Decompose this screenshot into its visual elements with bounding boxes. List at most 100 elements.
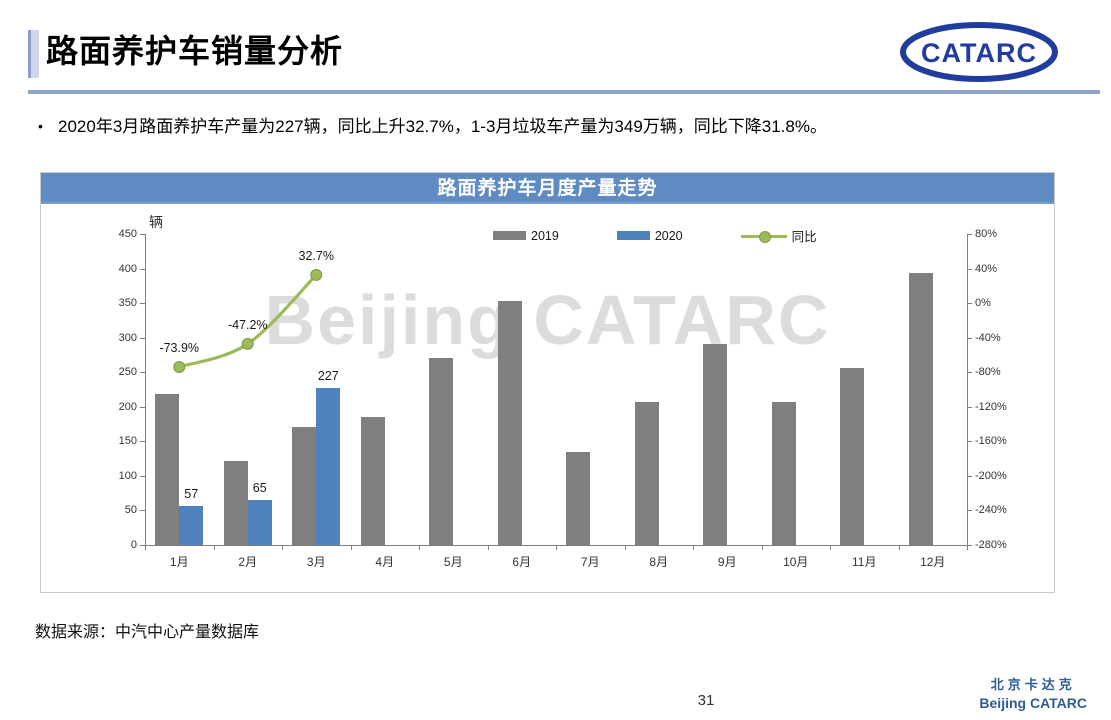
- bar-2019-12月: [908, 273, 933, 545]
- y-axis-label-left: 200: [118, 400, 137, 413]
- y-axis-tick-left: [140, 303, 145, 305]
- y-axis-label-right: -280%: [975, 539, 1007, 551]
- y-axis-label-right: -40%: [975, 331, 1001, 344]
- x-axis-label: 3月: [306, 555, 326, 569]
- bar-2019-7月: [566, 451, 591, 545]
- y-axis-tick-right: [967, 372, 972, 374]
- bullet-text: 2020年3月路面养护车产量为227辆，同比上升32.7%，1-3月垃圾车产量为…: [58, 117, 827, 136]
- bar-2020-3月: [316, 388, 341, 545]
- x-axis-tick: [282, 545, 283, 550]
- x-axis-tick: [350, 545, 352, 550]
- legend-line-marker: [740, 230, 787, 243]
- bar-2019-10月: [771, 401, 796, 545]
- y-axis-tick-right: [967, 303, 972, 305]
- x-axis-label: 4月: [375, 555, 395, 569]
- y-axis-label-right: -200%: [975, 469, 1007, 482]
- y-axis-tick-left: [140, 510, 145, 512]
- y-axis-tick-right: [967, 545, 972, 546]
- x-axis-label: 10月: [783, 555, 809, 569]
- y-axis-tick-left: [140, 406, 145, 408]
- y-axis-tick-left: [140, 337, 145, 339]
- y-axis-tick-left: [140, 475, 145, 477]
- bullet-line: • 2020年3月路面养护车产量为227辆，同比上升32.7%，1-3月垃圾车产量…: [38, 112, 1078, 137]
- y-axis-label-right: 80%: [975, 228, 998, 240]
- bar-2019-9月: [703, 343, 728, 545]
- title-accent-bar: [28, 30, 39, 78]
- y-axis-tick-right: [967, 441, 972, 443]
- y-axis-tick-right: [967, 510, 972, 512]
- y-axis-tick-right: [967, 337, 972, 339]
- bar-value-label: 227: [317, 369, 339, 384]
- bar-value-label: 65: [252, 481, 267, 496]
- x-axis-tick: [761, 545, 763, 550]
- y-axis-label-left: 350: [118, 297, 137, 310]
- y-axis-tick-left: [140, 441, 145, 443]
- y-axis-tick-right: [967, 234, 972, 235]
- footer-logo-cn: 北京卡达克: [990, 677, 1076, 692]
- y-axis-label-right: -80%: [975, 366, 1001, 379]
- chart-title: 路面养护车月度产量走势: [41, 173, 1054, 204]
- x-axis-label: 1月: [169, 555, 189, 569]
- y-axis-label-left: 100: [118, 469, 137, 482]
- x-axis-tick: [624, 545, 626, 550]
- legend-item-2020: 2020: [616, 229, 683, 243]
- legend-item-2019: 2019: [493, 229, 559, 243]
- y-axis-label-right: -160%: [975, 435, 1007, 448]
- x-axis-tick: [145, 545, 146, 550]
- y-axis-label-left: 400: [118, 262, 137, 275]
- legend-swatch-2020: [616, 231, 650, 240]
- y-axis-right-line: [967, 234, 968, 546]
- y-axis-label-left: 0: [130, 539, 137, 551]
- footer-logo-en: Beijing CATARC: [979, 695, 1087, 711]
- x-axis-label: 2月: [238, 555, 258, 569]
- line-value-label: 32.7%: [298, 248, 334, 263]
- x-axis-label: 6月: [512, 555, 532, 569]
- bar-2019-3月: [292, 426, 317, 545]
- x-axis-tick: [419, 545, 420, 550]
- bar-2020-2月: [247, 500, 272, 545]
- bar-2019-8月: [634, 401, 659, 545]
- y-axis-unit-label: 辆: [149, 214, 163, 230]
- bar-2019-4月: [360, 417, 385, 545]
- x-axis-tick: [693, 545, 694, 550]
- y-axis-tick-right: [967, 406, 972, 408]
- data-source: 数据来源：中汽中心产量数据库: [35, 624, 260, 641]
- x-axis-label: 5月: [443, 555, 463, 569]
- y-axis-label-left: 50: [124, 504, 137, 517]
- legend-label-2019: 2019: [531, 228, 559, 243]
- page-number: 31: [697, 692, 715, 709]
- y-axis-label-right: 40%: [975, 262, 998, 275]
- x-axis-label: 12月: [920, 555, 946, 569]
- bar-2019-6月: [497, 301, 522, 545]
- y-axis-label-left: 250: [118, 366, 137, 379]
- y-axis-tick-right: [967, 268, 972, 270]
- line-value-label: -47.2%: [227, 317, 268, 332]
- x-axis-label: 11月: [852, 555, 877, 569]
- y-axis-label-right: -120%: [975, 400, 1007, 413]
- chart-card: 路面养护车月度产量走势 Beijing CATARC 辆 2019 2020 同比 …: [40, 172, 1055, 593]
- y-axis-tick-right: [967, 475, 972, 477]
- y-axis-label-left: 450: [118, 228, 137, 240]
- bar-2019-1月: [155, 394, 180, 545]
- x-axis-tick: [213, 545, 215, 550]
- x-axis-tick: [898, 545, 900, 550]
- legend-swatch-2019: [493, 231, 526, 240]
- x-axis-label: 9月: [717, 555, 737, 569]
- y-axis-left-line: [145, 234, 146, 546]
- footer-logo: 北京卡达克 Beijing CATARC: [979, 674, 1087, 711]
- bullet-marker: •: [38, 118, 43, 134]
- bar-2019-11月: [840, 368, 865, 545]
- y-axis-label-left: 300: [118, 331, 137, 344]
- y-axis-tick-left: [140, 545, 145, 546]
- chart-legend: 2019 2020 同比: [493, 226, 817, 245]
- x-axis-tick: [830, 545, 831, 550]
- y-axis-label-right: -240%: [975, 504, 1007, 517]
- page-title: 路面养护车销量分析: [46, 33, 344, 69]
- x-axis-tick: [487, 545, 489, 550]
- bar-2019-2月: [223, 460, 248, 545]
- y-axis-label-right: 0%: [975, 297, 991, 310]
- y-axis-label-left: 150: [118, 435, 137, 448]
- bar-value-label: 57: [184, 486, 199, 501]
- y-axis-tick-left: [140, 268, 145, 270]
